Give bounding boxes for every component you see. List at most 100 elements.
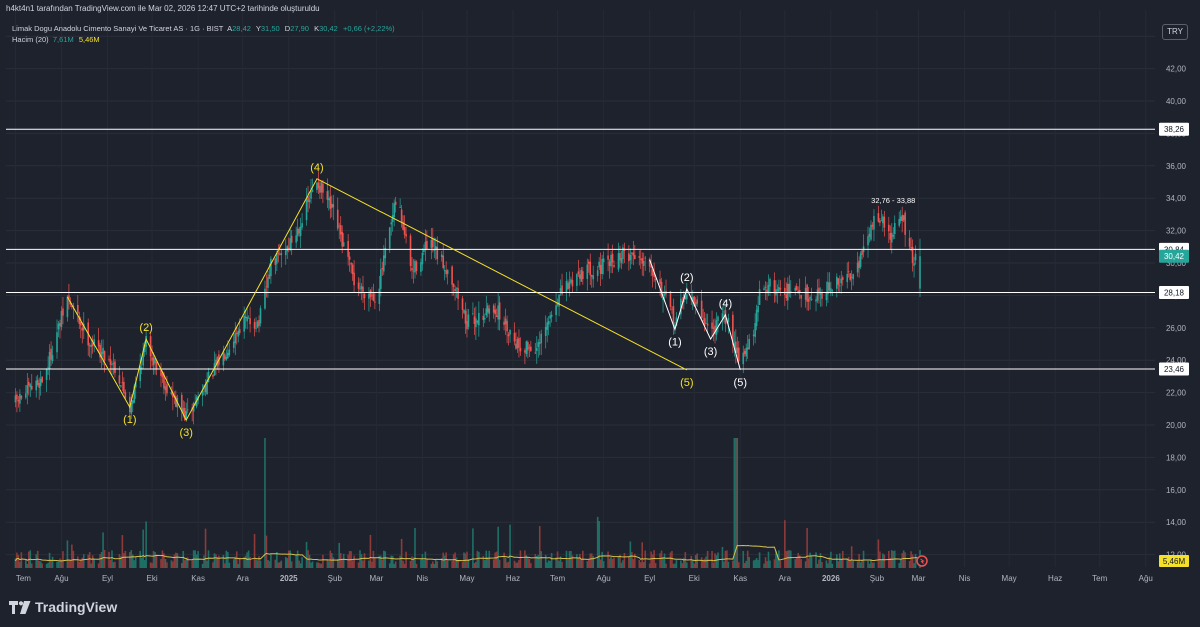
candle[interactable] [818,278,820,304]
candle[interactable] [426,230,428,251]
candle[interactable] [145,328,147,355]
candle[interactable] [785,282,788,301]
candle[interactable] [463,309,465,315]
candle[interactable] [50,341,52,366]
candle[interactable] [244,311,247,329]
candle[interactable] [873,209,875,242]
candle[interactable] [166,375,168,397]
candle[interactable] [546,317,548,343]
candle[interactable] [357,277,360,297]
candle[interactable] [336,197,339,231]
candle[interactable] [890,223,893,254]
candle[interactable] [889,225,892,249]
candle[interactable] [134,376,137,399]
symbol-name[interactable]: Limak Dogu Anadolu Cimento Sanayi Ve Tic… [12,24,224,33]
candle[interactable] [913,256,915,278]
candle[interactable] [353,260,355,293]
candle[interactable] [506,315,508,344]
candle[interactable] [60,306,63,331]
candle[interactable] [421,248,424,271]
candle[interactable] [513,322,516,346]
candle[interactable] [880,209,883,222]
candle[interactable] [672,298,675,335]
candle[interactable] [840,270,843,294]
candle[interactable] [311,178,314,193]
candle[interactable] [68,283,70,310]
currency-button[interactable]: TRY [1162,24,1188,40]
candle[interactable] [341,225,344,254]
candle[interactable] [789,280,792,299]
candle[interactable] [902,214,905,223]
candle[interactable] [504,308,507,335]
candle[interactable] [280,249,283,268]
candle[interactable] [871,222,874,230]
candle[interactable] [700,289,703,320]
candle[interactable] [412,259,415,284]
candle[interactable] [752,329,755,346]
candle[interactable] [14,388,17,408]
candle[interactable] [596,265,599,282]
candle[interactable] [809,295,811,310]
candle[interactable] [755,304,758,331]
candle[interactable] [290,229,293,255]
candle[interactable] [580,266,583,282]
candle[interactable] [549,311,551,327]
candle[interactable] [570,276,572,285]
candle[interactable] [368,287,370,312]
candle[interactable] [112,353,115,375]
candle[interactable] [108,355,110,362]
candle[interactable] [207,367,210,383]
candle[interactable] [478,301,480,337]
candle[interactable] [363,292,366,311]
candle[interactable] [316,181,318,193]
candle[interactable] [77,295,79,323]
candle[interactable] [350,262,352,274]
candle[interactable] [270,256,272,284]
candle[interactable] [488,304,491,322]
candle[interactable] [849,272,851,282]
candle[interactable] [503,316,505,331]
candle[interactable] [486,302,489,318]
candle[interactable] [737,341,740,363]
candle[interactable] [837,277,840,292]
candle[interactable] [172,381,174,411]
candle[interactable] [868,227,871,243]
candle[interactable] [859,251,862,270]
candle[interactable] [393,199,395,227]
candle[interactable] [362,275,364,303]
candle[interactable] [763,285,765,291]
candle[interactable] [160,362,162,388]
candle[interactable] [457,280,459,311]
candle[interactable] [99,342,101,364]
candle[interactable] [662,291,664,313]
candle[interactable] [360,283,363,301]
candle[interactable] [467,308,470,330]
candle[interactable] [111,361,113,376]
candle[interactable] [88,342,91,358]
candle[interactable] [494,303,496,323]
candle[interactable] [714,318,716,344]
candle[interactable] [212,374,214,380]
candle[interactable] [234,321,237,356]
candle[interactable] [509,329,511,343]
candle[interactable] [100,339,103,369]
candle[interactable] [497,293,499,330]
candle[interactable] [828,272,831,292]
candle[interactable] [338,222,341,240]
candle[interactable] [686,282,688,304]
candle[interactable] [598,257,600,271]
candle[interactable] [705,313,707,325]
candle[interactable] [795,283,798,291]
candle[interactable] [430,228,433,260]
candle[interactable] [276,250,278,272]
candle[interactable] [577,259,580,278]
candle[interactable] [892,227,895,240]
candle[interactable] [454,285,456,301]
candle[interactable] [201,384,204,407]
candle[interactable] [703,311,706,332]
candle[interactable] [225,349,228,361]
volume-label[interactable]: Hacim (20) [12,35,49,44]
candle[interactable] [642,252,645,277]
candle[interactable] [369,288,372,307]
